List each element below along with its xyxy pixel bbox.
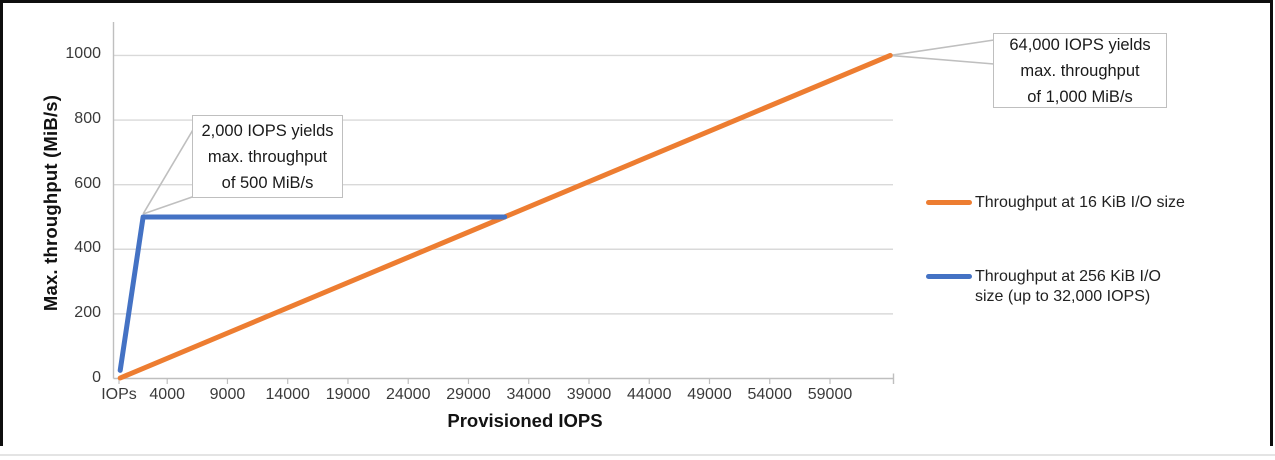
y-tick-label: 600: [74, 174, 101, 192]
x-tick-label: 34000: [506, 386, 551, 403]
y-tick-label: 200: [74, 303, 101, 321]
callout-leader-line: [890, 39, 995, 57]
x-tick-label: 44000: [626, 386, 672, 403]
callout-leader-line: [142, 122, 198, 215]
x-tick-label: 4000: [149, 386, 185, 403]
legend-label-line: Throughput at 256 KiB I/O: [975, 268, 1161, 285]
y-tick-label: 0: [92, 368, 101, 386]
callout-text-line: of 1,000 MiB/s: [1027, 87, 1133, 106]
callout-leader-line: [142, 195, 196, 215]
callout-2000-iops: 2,000 IOPS yields max. throughput of 500…: [192, 115, 343, 198]
x-axis-title: Provisioned IOPS: [447, 410, 603, 431]
x-tick-label: IOPs: [101, 386, 137, 403]
x-tick-label: 29000: [446, 386, 491, 403]
legend-item: Throughput at 16 KiB I/O size: [926, 193, 1185, 213]
x-tick-label: 59000: [807, 386, 853, 403]
callout-text-line: 64,000 IOPS yields: [1009, 35, 1151, 54]
legend-label: Throughput at 16 KiB I/O size: [975, 193, 1185, 213]
legend-swatch-line-icon: [926, 274, 972, 279]
x-tick-label: 14000: [265, 386, 310, 403]
callout-text-line: max. throughput: [1020, 61, 1140, 80]
x-tick-label: 24000: [385, 386, 431, 403]
callout-leader-line: [890, 54, 995, 65]
x-tick-label: 39000: [566, 386, 612, 403]
x-tick-label: 19000: [325, 386, 371, 403]
callout-text-line: 2,000 IOPS yields: [201, 121, 334, 140]
callout-64000-iops: 64,000 IOPS yields max. throughput of 1,…: [993, 33, 1167, 108]
callout-text-line: of 500 MiB/s: [221, 173, 314, 192]
page-divider: [0, 454, 1275, 456]
legend-label-line: Throughput at 16 KiB I/O size: [975, 194, 1185, 211]
legend-item: Throughput at 256 KiB I/O size (up to 32,…: [926, 267, 1161, 307]
series-line-256kib: [117, 214, 508, 373]
callout-text-line: max. throughput: [207, 147, 328, 166]
legend-label: Throughput at 256 KiB I/O size (up to 32,…: [975, 267, 1161, 307]
legend-swatch-line-icon: [926, 200, 972, 205]
y-tick-label: 800: [74, 110, 101, 128]
x-tick-label: 9000: [209, 386, 246, 403]
y-tick-label: 1000: [65, 45, 101, 63]
x-tick-label: 49000: [687, 386, 732, 403]
y-tick-label: 400: [74, 239, 101, 257]
legend-label-line: size (up to 32,000 IOPS): [975, 288, 1151, 305]
x-tick-label: 54000: [747, 386, 793, 403]
